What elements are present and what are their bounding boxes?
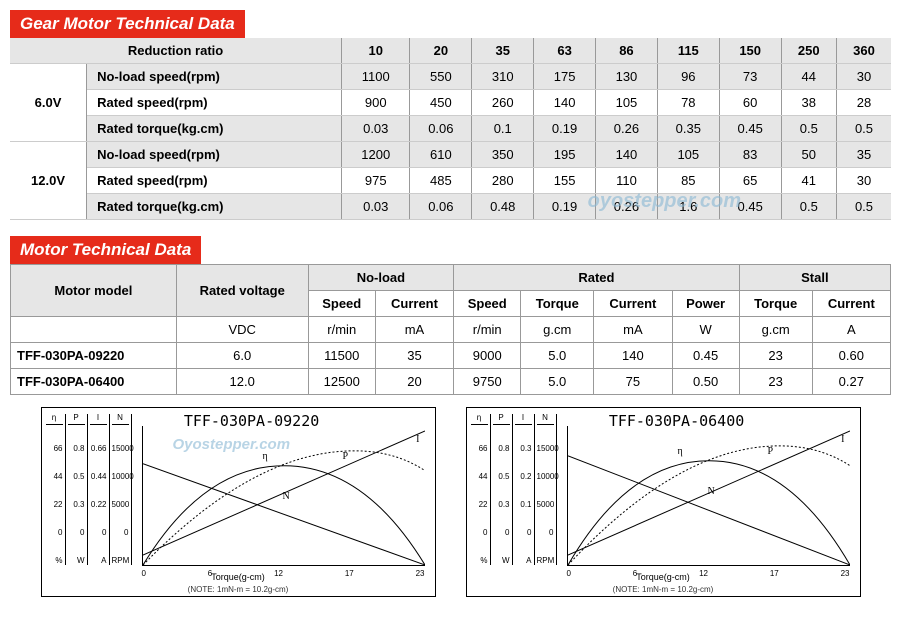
- chart-y-axes: η6644220% P0.80.50.30W I0.660.440.220A N…: [46, 414, 132, 565]
- gear-section-header: Gear Motor Technical Data: [10, 10, 245, 38]
- reduction-ratio-label: Reduction ratio: [10, 38, 342, 64]
- plot-area: η P I N: [567, 426, 850, 566]
- table-row: TFF-030PA-09220 6.0 11500 35 9000 5.0 14…: [11, 343, 891, 369]
- chart-09220: TFF-030PA-09220 η6644220% P0.80.50.30W I…: [41, 407, 436, 597]
- motor-table: Motor model Rated voltage No-load Rated …: [10, 264, 891, 395]
- chart-06400: TFF-030PA-06400 η6644220% P0.80.50.30W I…: [466, 407, 861, 597]
- table-row: 6.0V No-load speed(rpm) 1100550310175130…: [10, 64, 891, 90]
- plot-area: Oyostepper.com η P I N: [142, 426, 425, 566]
- table-row: Rated torque(kg.cm) 0.030.060.480.190.26…: [10, 194, 891, 220]
- gear-ratio-row: Reduction ratio 10 20 35 63 86 115 150 2…: [10, 38, 891, 64]
- motor-section-header: Motor Technical Data: [10, 236, 201, 264]
- table-row: 12.0V No-load speed(rpm) 120061035019514…: [10, 142, 891, 168]
- table-row: Rated speed(rpm) 97548528015511085654130: [10, 168, 891, 194]
- chart-x-ticks: 06121723: [142, 569, 425, 578]
- table-row: Rated speed(rpm) 90045026014010578603828: [10, 90, 891, 116]
- charts-row: TFF-030PA-09220 η6644220% P0.80.50.30W I…: [10, 407, 891, 597]
- gear-table: Reduction ratio 10 20 35 63 86 115 150 2…: [10, 38, 891, 220]
- table-row: TFF-030PA-06400 12.0 12500 20 9750 5.0 7…: [11, 369, 891, 395]
- table-row: Rated torque(kg.cm) 0.030.060.10.190.260…: [10, 116, 891, 142]
